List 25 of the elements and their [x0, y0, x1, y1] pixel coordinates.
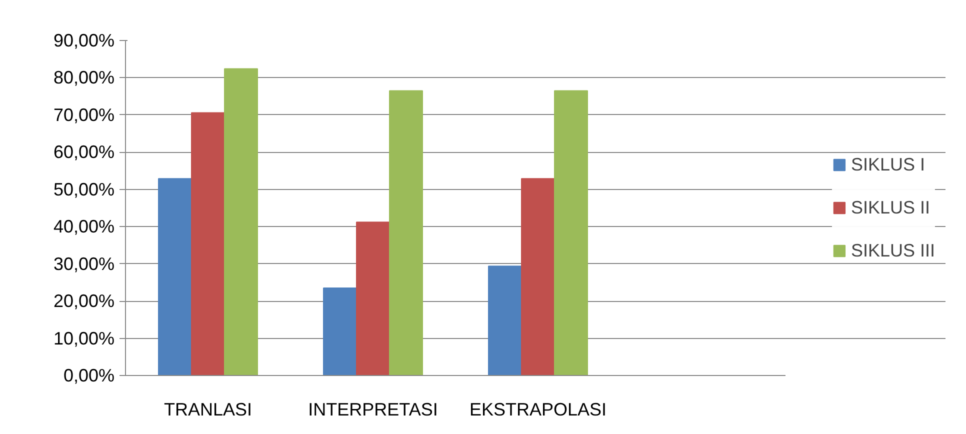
y-tick-label: 70,00%	[53, 104, 115, 125]
bar	[158, 178, 192, 376]
y-tick-label: 40,00%	[53, 216, 115, 237]
bar	[488, 266, 522, 376]
bar	[389, 90, 423, 376]
x-tick-label: EKSTRAPOLASI	[469, 400, 607, 420]
bar	[356, 222, 390, 376]
x-tick-label: TRANLASI	[164, 400, 252, 420]
y-tick-label: 90,00%	[53, 30, 115, 50]
bar	[554, 90, 588, 376]
legend-label: SIKLUS I	[850, 154, 925, 175]
legend-label: SIKLUS II	[850, 197, 930, 218]
y-tick-label: 10,00%	[53, 328, 115, 348]
bar	[224, 68, 258, 376]
x-tick-label: INTERPRETASI	[308, 400, 438, 420]
y-tick-label: 80,00%	[53, 68, 115, 88]
y-tick-label: 50,00%	[53, 179, 115, 200]
bar	[323, 288, 357, 376]
legend-label: SIKLUS III	[850, 240, 935, 261]
bar	[521, 178, 555, 376]
y-tick-label: 20,00%	[53, 291, 115, 312]
y-tick-label: 60,00%	[53, 142, 115, 162]
y-tick-label: 0,00%	[63, 366, 115, 386]
y-tick-label: 30,00%	[53, 254, 115, 274]
bar	[191, 112, 225, 376]
